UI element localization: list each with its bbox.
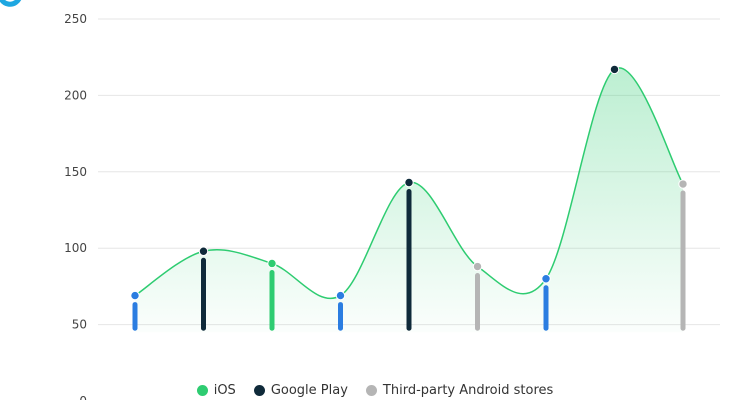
y-tick-label: 100 xyxy=(64,241,87,255)
brand-logo-icon xyxy=(0,0,22,7)
legend-swatch-ios xyxy=(196,385,208,396)
legend-label-google-play: Google Play xyxy=(270,383,348,398)
legend-item-google-play[interactable]: Google Play xyxy=(253,383,348,398)
data-point[interactable] xyxy=(472,261,483,272)
y-tick-label: 150 xyxy=(64,165,87,179)
legend-item-third-party[interactable]: Third-party Android stores xyxy=(365,383,554,398)
data-point[interactable] xyxy=(404,177,414,188)
y-tick-label: 200 xyxy=(64,88,87,102)
data-point[interactable] xyxy=(267,258,277,269)
legend-swatch-third-party xyxy=(365,385,377,396)
y-tick-label: 250 xyxy=(64,12,87,26)
data-point[interactable] xyxy=(130,290,140,301)
y-tick-label: 0 xyxy=(79,394,87,400)
legend-label-third-party: Third-party Android stores xyxy=(382,383,554,398)
legend-item-ios[interactable]: iOS xyxy=(196,383,236,398)
data-point[interactable] xyxy=(609,64,620,75)
y-tick-label: 50 xyxy=(72,318,87,332)
data-point[interactable] xyxy=(678,179,688,189)
legend: iOS Google Play Third-party Android stor… xyxy=(0,383,750,398)
data-point[interactable] xyxy=(335,290,346,301)
series-line xyxy=(134,67,684,299)
legend-label-ios: iOS xyxy=(213,383,236,398)
data-point[interactable] xyxy=(198,246,209,256)
legend-swatch-google-play xyxy=(253,385,265,396)
data-point[interactable] xyxy=(541,274,551,284)
